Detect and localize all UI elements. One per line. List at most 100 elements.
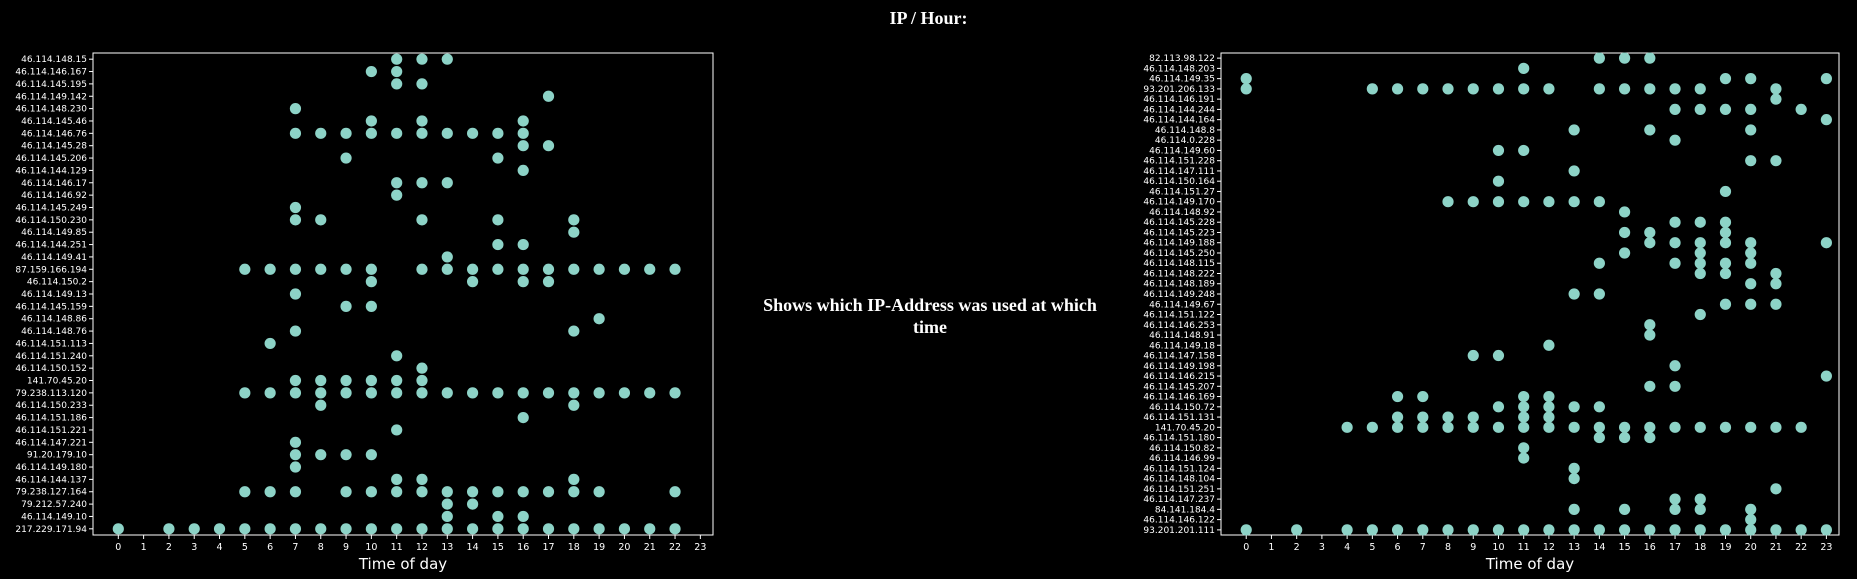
y-tick-label: 46.114.148.76 <box>21 327 87 337</box>
data-point <box>618 263 631 275</box>
data-point <box>416 473 428 485</box>
data-point <box>1669 380 1681 392</box>
data-point <box>213 523 226 535</box>
data-point <box>365 127 377 139</box>
y-tick-label: 46.114.149.67 <box>1149 300 1215 310</box>
y-tick-label: 46.114.148.15 <box>21 55 87 65</box>
y-tick-label: 217.229.171.94 <box>15 525 87 535</box>
x-tick-label: 13 <box>441 542 453 553</box>
data-point <box>1644 52 1656 64</box>
data-point <box>340 374 352 387</box>
x-tick-label: 7 <box>292 542 298 553</box>
data-point <box>542 140 555 152</box>
data-point <box>1467 421 1479 433</box>
data-point <box>264 387 276 399</box>
data-point <box>441 263 453 275</box>
y-tick-label: 46.114.149.18 <box>1149 341 1215 351</box>
data-point <box>365 387 377 399</box>
data-point <box>1543 411 1555 423</box>
data-point <box>1341 524 1353 536</box>
data-point <box>1593 431 1605 444</box>
data-point <box>1492 83 1505 95</box>
data-point <box>1770 524 1782 536</box>
data-point <box>669 486 681 498</box>
data-point <box>391 374 403 387</box>
y-tick-label: 46.114.149.198 <box>1143 362 1215 372</box>
data-point <box>289 461 302 473</box>
data-point <box>1694 216 1706 228</box>
data-point <box>1543 390 1555 403</box>
data-point <box>1492 196 1505 208</box>
data-point <box>315 399 327 411</box>
data-point <box>391 189 403 201</box>
data-point <box>568 473 580 485</box>
data-point <box>542 263 555 275</box>
data-point <box>492 263 504 275</box>
data-point <box>542 90 555 102</box>
data-point <box>1518 62 1530 74</box>
x-tick-label: 5 <box>242 542 248 553</box>
data-point <box>1618 421 1631 433</box>
data-point <box>1618 206 1631 218</box>
data-point <box>1618 83 1631 95</box>
data-point <box>1745 73 1757 85</box>
data-point <box>264 523 276 535</box>
data-point <box>466 498 479 510</box>
data-point <box>1745 124 1757 136</box>
data-point <box>1543 421 1555 433</box>
x-tick-label: 20 <box>618 542 630 553</box>
data-point <box>1240 73 1252 85</box>
y-tick-label: 46.114.146.191 <box>1143 95 1215 105</box>
data-point <box>568 523 580 535</box>
data-point <box>340 387 352 399</box>
data-point <box>542 387 555 399</box>
data-point <box>416 374 428 387</box>
data-point <box>1593 257 1605 269</box>
data-point <box>1669 493 1681 505</box>
y-tick-label: 46.114.150.152 <box>15 364 87 374</box>
data-point <box>1770 298 1782 310</box>
data-point <box>1745 237 1757 249</box>
data-point <box>239 486 251 498</box>
data-point <box>492 523 504 535</box>
data-point <box>1694 83 1706 95</box>
data-point <box>1745 421 1757 433</box>
data-point <box>365 523 377 535</box>
data-point <box>1719 524 1732 536</box>
data-point <box>1745 278 1757 290</box>
data-point <box>441 177 453 189</box>
data-point <box>517 127 529 139</box>
data-point <box>1366 421 1378 433</box>
y-tick-label: 46.114.145.249 <box>15 203 87 213</box>
data-point <box>1719 237 1732 249</box>
data-point <box>517 486 529 498</box>
y-tick-label: 46.114.147.111 <box>1143 167 1215 177</box>
data-point <box>289 486 302 498</box>
y-tick-label: 46.114.151.228 <box>1143 157 1215 167</box>
data-point <box>593 263 605 275</box>
data-point <box>1644 124 1656 136</box>
data-point <box>1391 421 1404 433</box>
data-point <box>391 486 403 498</box>
data-point <box>517 263 529 275</box>
y-tick-label: 46.114.151.124 <box>1143 464 1215 474</box>
x-axis-label: Time of day <box>358 555 447 573</box>
y-tick-label: 82.113.98.122 <box>1149 54 1215 64</box>
data-point <box>264 263 276 275</box>
data-point <box>340 127 352 139</box>
y-tick-label: 46.114.145.159 <box>15 302 87 312</box>
y-tick-label: 46.114.149.188 <box>1143 239 1215 249</box>
data-point <box>669 263 681 275</box>
data-point <box>1518 144 1530 157</box>
data-point <box>542 523 555 535</box>
y-tick-label: 46.114.151.122 <box>1143 311 1215 321</box>
y-tick-label: 46.114.150.164 <box>1143 177 1215 187</box>
data-point <box>1568 401 1580 413</box>
data-point <box>1644 83 1656 95</box>
data-point <box>1467 196 1479 208</box>
data-point <box>1518 196 1530 208</box>
y-tick-label: 46.114.149.142 <box>15 92 87 102</box>
data-point <box>1694 524 1706 536</box>
data-point <box>1467 524 1479 536</box>
x-tick-label: 1 <box>1268 542 1274 553</box>
